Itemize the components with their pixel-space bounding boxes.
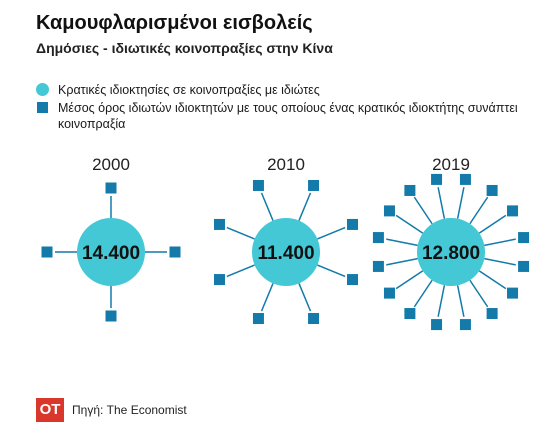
chart-title: Καμουφλαρισμένοι εισβολείς [36, 12, 313, 34]
connector-line [456, 187, 465, 219]
legend-item-square: Μέσος όρος ιδιωτών ιδιοκτητών με τους οπ… [36, 100, 536, 132]
private-owner-square [372, 232, 384, 244]
connector-line [469, 196, 489, 225]
connector-line [386, 257, 418, 266]
private-owner-square [404, 184, 416, 196]
connector-line [437, 285, 446, 317]
connector-line [386, 238, 418, 247]
private-owner-square [518, 232, 530, 244]
source-note: Πηγή: The Economist [72, 403, 187, 417]
connector-line [317, 226, 346, 240]
brand-logo: ΟΤ [36, 398, 64, 422]
private-owner-square [518, 260, 530, 272]
private-owner-square [459, 173, 471, 185]
private-owner-square [431, 173, 443, 185]
connector-line [298, 283, 312, 312]
private-owner-square [213, 218, 225, 230]
legend-item-circle: Κρατικές ιδιοκτησίες σε κοινοπραξίες με … [36, 82, 536, 98]
year-label: 2000 [92, 155, 130, 174]
year-label: 2010 [267, 155, 305, 174]
value-label: 11.400 [257, 243, 314, 264]
connector-line [484, 238, 516, 247]
private-owner-square [507, 287, 519, 299]
connector-line [469, 279, 489, 308]
connector-line [456, 285, 465, 317]
private-owner-square [41, 246, 53, 258]
year-label: 2019 [432, 155, 470, 174]
private-owner-square [431, 319, 443, 331]
circle-swatch [36, 83, 49, 96]
legend: Κρατικές ιδιοκτησίες σε κοινοπραξίες με … [36, 82, 536, 134]
private-owner-square [383, 287, 395, 299]
private-owner-square [252, 179, 264, 191]
connector-line [298, 192, 312, 221]
connector-line [317, 264, 346, 278]
private-owner-square [105, 182, 117, 194]
connector-line [437, 187, 446, 219]
legend-label-square: Μέσος όρος ιδιωτών ιδιοκτητών με τους οπ… [58, 101, 518, 131]
state-ownership-circle [252, 218, 320, 286]
private-owner-square [459, 319, 471, 331]
connector-line [413, 279, 433, 308]
private-owner-square [372, 260, 384, 272]
state-ownership-circle [417, 218, 485, 286]
value-label: 12.800 [422, 243, 480, 264]
private-owner-square [308, 179, 320, 191]
connector-line [226, 226, 255, 240]
state-ownership-circle [77, 218, 145, 286]
private-owner-square [308, 313, 320, 325]
private-owner-square [507, 205, 519, 217]
private-owner-square [347, 274, 359, 286]
private-owner-square [383, 205, 395, 217]
private-owner-square [347, 218, 359, 230]
connector-line [226, 264, 255, 278]
private-owner-square [486, 184, 498, 196]
connector-line [395, 270, 424, 290]
private-owner-square [404, 308, 416, 320]
chart-subtitle: Δημόσιες - ιδιωτικές κοινοπραξίες στην Κ… [36, 40, 333, 56]
connector-line [484, 257, 516, 266]
private-owner-square [252, 313, 264, 325]
private-owner-square [169, 246, 181, 258]
connector-line [413, 196, 433, 225]
private-owner-square [486, 308, 498, 320]
private-owner-square [105, 310, 117, 322]
connector-line [260, 283, 274, 312]
value-label: 14.400 [82, 243, 140, 264]
connector-line [395, 214, 424, 234]
square-swatch [37, 102, 48, 113]
private-owner-square [213, 274, 225, 286]
connector-line [260, 192, 274, 221]
legend-label-circle: Κρατικές ιδιοκτησίες σε κοινοπραξίες με … [58, 83, 320, 97]
connector-line [478, 270, 507, 290]
connector-line [478, 214, 507, 234]
